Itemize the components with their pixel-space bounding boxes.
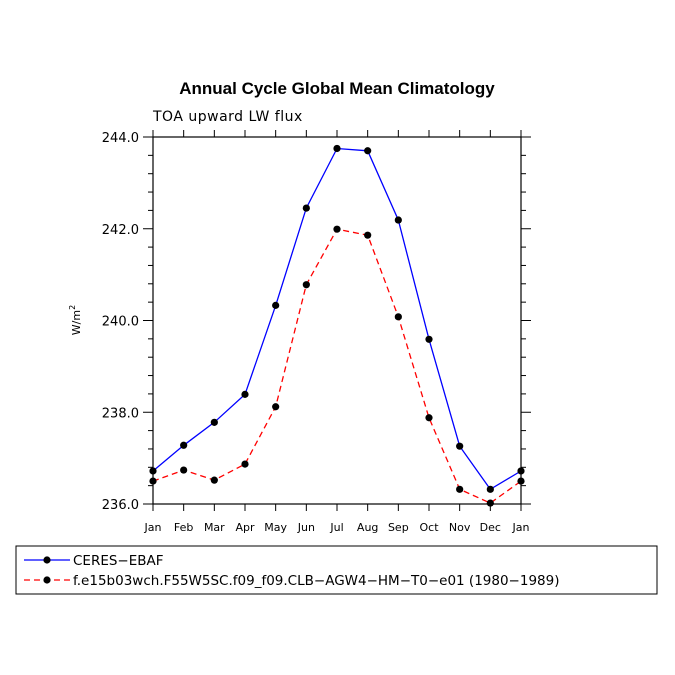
data-point-series-1: [394, 216, 402, 224]
x-tick-label: Jan: [512, 521, 530, 534]
x-tick-label: May: [264, 521, 287, 534]
data-point-series-2: [149, 477, 157, 485]
y-tick-label: 236.0: [102, 498, 139, 513]
y-tick-label: 240.0: [102, 315, 139, 330]
legend-marker-1: [43, 556, 51, 564]
data-point-series-2: [456, 485, 464, 493]
x-tick-label: Oct: [419, 521, 439, 534]
y-axis-label-superscript: 2: [68, 305, 77, 310]
data-point-series-1: [486, 485, 494, 493]
legend-marker-2: [43, 576, 51, 584]
data-point-series-2: [210, 476, 218, 484]
tick-labels: 236.0 238.0 240.0 242.0 244.0 Jan Feb Mar Apr May…: [102, 131, 530, 534]
data-point-series-1: [333, 144, 341, 153]
data-point-series-2: [241, 460, 249, 468]
series-layer: [149, 144, 525, 507]
data-point-series-2: [517, 477, 525, 485]
legend-box: [15, 545, 658, 595]
legend: CERES−EBAF f.e15b03wch.F55W5SC.f09_f09.CL…: [24, 553, 560, 589]
x-tick-label: Dec: [480, 521, 501, 534]
data-point-series-1: [210, 418, 218, 426]
data-point-series-2: [364, 231, 372, 239]
x-tick-label: Jun: [297, 521, 315, 534]
plot-frame: [152, 136, 522, 505]
data-point-series-2: [272, 403, 280, 411]
x-tick-label: Jan: [144, 521, 162, 534]
data-point-series-1: [364, 147, 372, 155]
data-point-series-1: [180, 441, 188, 449]
y-tick-label: 244.0: [102, 131, 139, 146]
series-line-1: [152, 147, 522, 491]
data-point-series-2: [302, 281, 310, 289]
x-tick-label: Mar: [204, 521, 225, 534]
data-point-series-2: [394, 313, 402, 321]
chart-subtitle: TOA upward LW flux: [152, 109, 303, 125]
y-axis-label: W/m2: [68, 305, 83, 335]
y-tick-label: 238.0: [102, 406, 139, 421]
x-tick-label: Jul: [329, 521, 343, 534]
data-point-series-2: [425, 414, 433, 422]
legend-label-1: CERES−EBAF: [73, 553, 164, 569]
data-point-series-1: [425, 335, 433, 343]
axis-ticks: [143, 130, 531, 511]
data-point-series-1: [272, 301, 280, 309]
legend-label-2: f.e15b03wch.F55W5SC.f09_f09.CLB−AGW4−HM−…: [73, 573, 560, 589]
chart-title: Annual Cycle Global Mean Climatology: [179, 79, 495, 98]
x-tick-label: Apr: [235, 521, 255, 534]
data-point-series-2: [486, 499, 494, 507]
data-point-series-1: [149, 467, 157, 475]
data-point-series-1: [241, 390, 249, 398]
data-point-series-1: [517, 467, 525, 475]
data-point-series-2: [180, 466, 188, 474]
y-axis-label-text: W/m: [70, 310, 83, 335]
series-line-2: [152, 228, 522, 504]
x-tick-label: Aug: [357, 521, 378, 534]
data-point-series-1: [456, 442, 464, 450]
x-tick-label: Feb: [174, 521, 193, 534]
y-tick-label: 242.0: [102, 223, 139, 238]
data-point-series-1: [302, 204, 310, 212]
x-tick-label: Nov: [449, 521, 471, 534]
data-point-series-2: [333, 225, 341, 233]
x-tick-label: Sep: [388, 521, 409, 534]
